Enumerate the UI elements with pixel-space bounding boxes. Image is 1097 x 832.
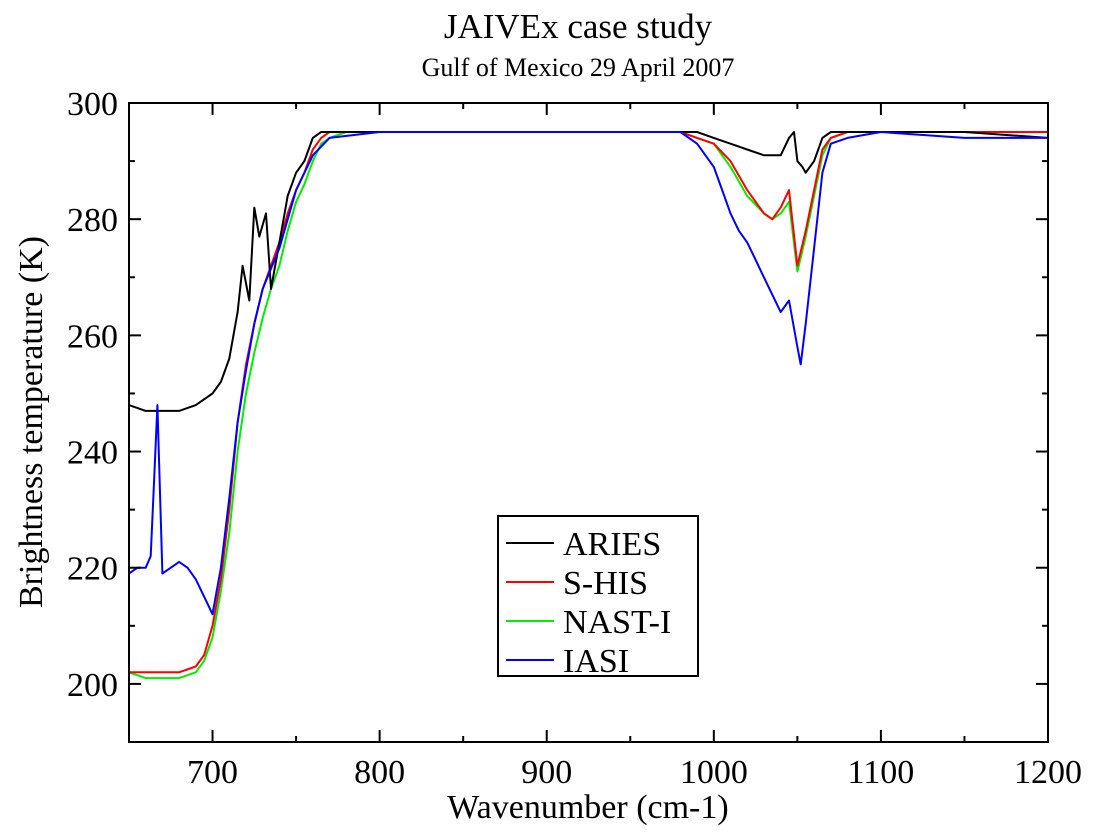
plot-frame — [128, 102, 1049, 743]
y-tick-label: 260 — [67, 318, 118, 355]
series-line-aries — [129, 131, 1048, 412]
x-tick-label: 1200 — [1014, 754, 1082, 791]
y-tick-label: 240 — [67, 435, 118, 472]
x-axis: 700 800 900 1000 1100 1200 — [128, 103, 1082, 791]
x-axis-label: Wavenumber (cm-1) — [447, 789, 728, 826]
legend-label-iasi: IASI — [563, 643, 629, 680]
x-tick-label: 700 — [187, 754, 238, 791]
x-tick-label: 800 — [354, 754, 405, 791]
x-tick-label: 1100 — [848, 754, 915, 791]
y-tick-label: 300 — [67, 86, 118, 123]
legend-label-s-his: S-HIS — [563, 565, 648, 602]
legend-label-aries: ARIES — [563, 526, 661, 563]
y-axis: 200 220 240 260 280 300 — [67, 86, 1048, 743]
series-layer — [129, 131, 1048, 680]
y-tick-label: 220 — [67, 551, 118, 588]
x-tick-label: 1000 — [680, 754, 748, 791]
legend-label-nast-i: NAST-I — [563, 604, 671, 641]
y-tick-label: 280 — [67, 202, 118, 239]
series-line-iasi — [129, 131, 1048, 616]
x-tick-label: 900 — [521, 754, 572, 791]
chart-subtitle: Gulf of Mexico 29 April 2007 — [422, 53, 735, 82]
y-axis-label: Brightness temperature (K) — [13, 236, 50, 608]
y-tick-label: 200 — [67, 667, 118, 704]
chart-title: JAIVEx case study — [444, 7, 713, 46]
